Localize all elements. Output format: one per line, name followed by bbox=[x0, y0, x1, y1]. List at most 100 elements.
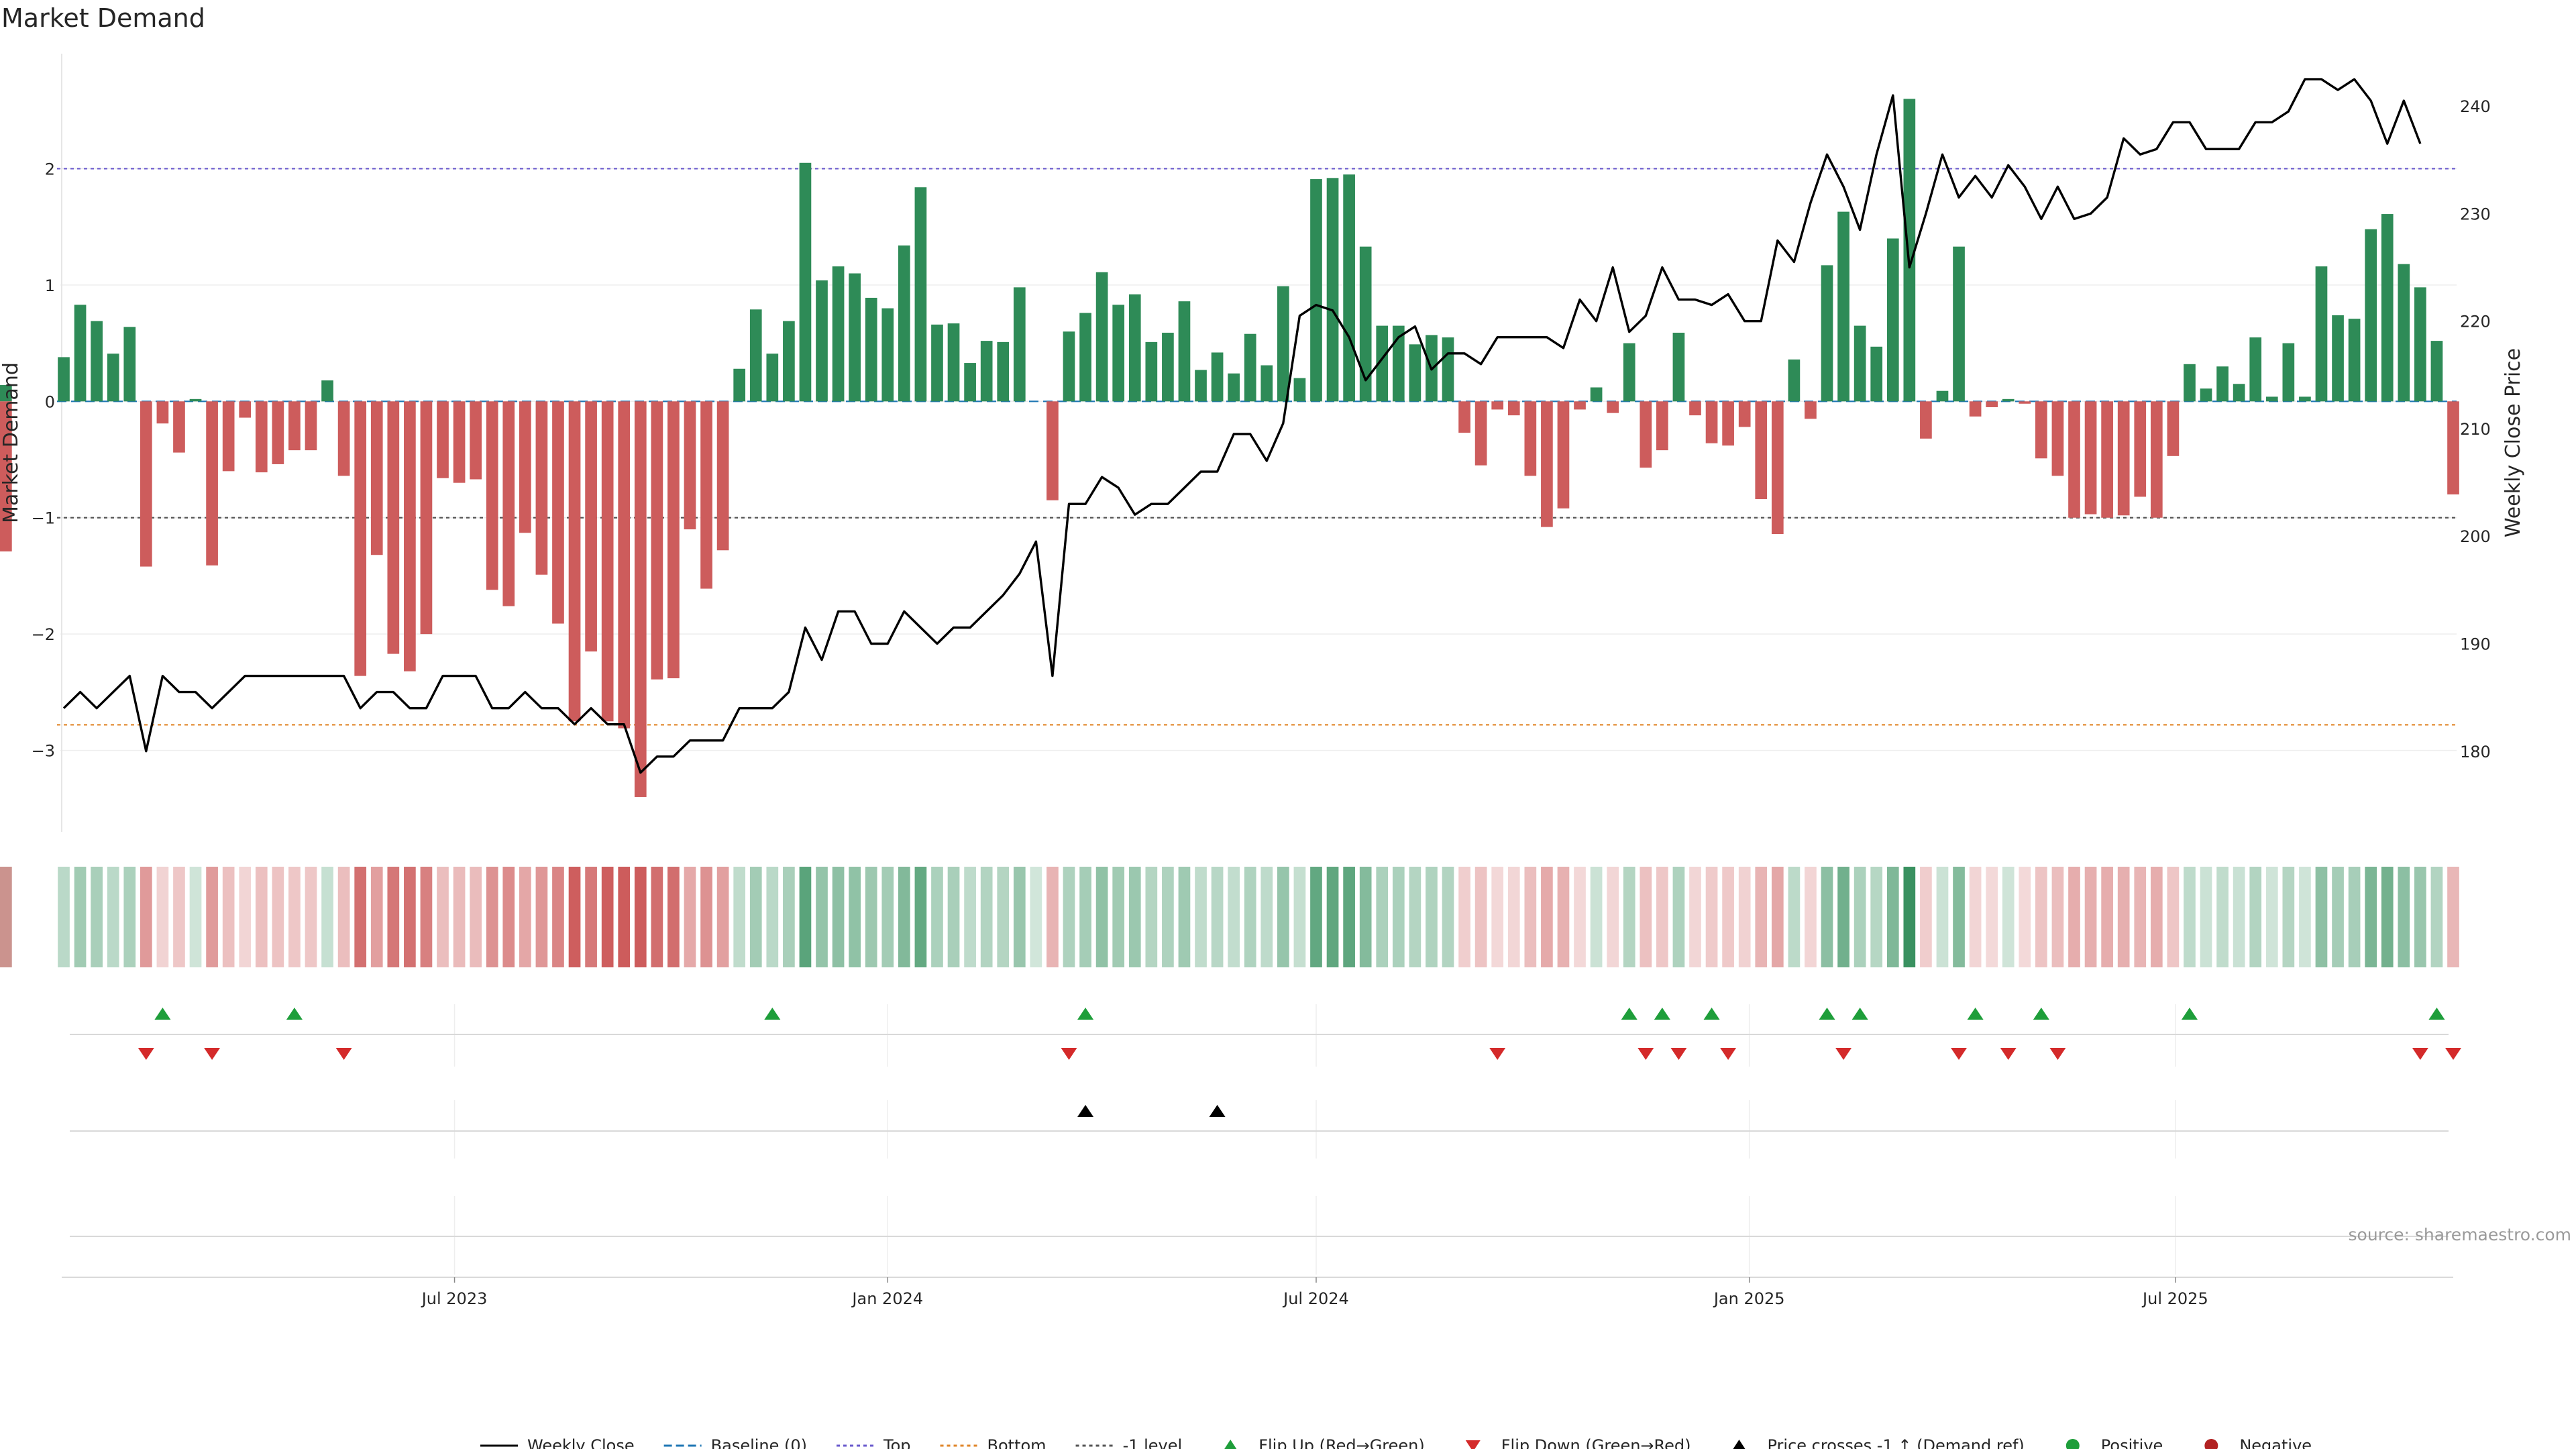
demand-bar bbox=[288, 401, 301, 451]
heat-cell bbox=[1607, 867, 1619, 967]
heat-cell bbox=[1986, 867, 1998, 967]
demand-bar bbox=[74, 305, 87, 402]
demand-bar bbox=[2233, 384, 2245, 402]
heat-cell bbox=[2002, 867, 2015, 967]
demand-bar bbox=[239, 401, 252, 418]
y-tick-label: −3 bbox=[32, 742, 55, 761]
heat-cell bbox=[585, 867, 597, 967]
demand-bar bbox=[2019, 401, 2031, 404]
flip-up-marker bbox=[764, 1008, 781, 1020]
heat-cell bbox=[914, 867, 927, 967]
demand-bar bbox=[1128, 294, 1141, 402]
heat-cell bbox=[337, 867, 350, 967]
demand-bar bbox=[1821, 265, 1833, 402]
heat-cell bbox=[1491, 867, 1504, 967]
x-tick-label: Jan 2025 bbox=[1713, 1289, 1785, 1308]
heat-cell bbox=[404, 867, 416, 967]
flip-down-marker bbox=[138, 1048, 154, 1060]
legend-item: -1 level bbox=[1075, 1436, 1182, 1449]
price-cross-marker bbox=[1077, 1105, 1094, 1117]
demand-bar bbox=[58, 357, 70, 402]
demand-bar bbox=[173, 401, 185, 453]
y2-tick-label: 220 bbox=[2460, 313, 2491, 331]
demand-bar bbox=[502, 401, 515, 606]
demand-bar bbox=[1392, 325, 1405, 402]
heat-cell bbox=[156, 867, 169, 967]
heat-cell bbox=[140, 867, 152, 967]
flip-up-marker bbox=[1621, 1008, 1638, 1020]
flip-down-marker bbox=[335, 1048, 352, 1060]
demand-bar bbox=[437, 401, 449, 478]
heat-cell bbox=[1145, 867, 1158, 967]
demand-bar bbox=[2101, 401, 2113, 518]
demand-bar bbox=[1623, 343, 1635, 402]
demand-bar bbox=[1277, 286, 1289, 402]
heat-cell bbox=[1458, 867, 1470, 967]
heat-cell bbox=[0, 867, 12, 967]
demand-bar bbox=[585, 401, 597, 652]
demand-bar bbox=[354, 401, 367, 676]
demand-bar bbox=[0, 401, 12, 552]
demand-bar bbox=[2265, 396, 2278, 402]
legend-item: Flip Up (Red→Green) bbox=[1224, 1436, 1425, 1449]
demand-bar bbox=[997, 341, 1010, 402]
demand-bar bbox=[568, 401, 581, 722]
heat-cell bbox=[1854, 867, 1866, 967]
demand-bar bbox=[1936, 390, 1949, 402]
flip-up-marker bbox=[1703, 1008, 1720, 1020]
legend-label: Negative bbox=[2239, 1436, 2312, 1449]
y-tick-label: 0 bbox=[45, 392, 55, 411]
heat-cell bbox=[239, 867, 252, 967]
heat-cell bbox=[1574, 867, 1586, 967]
demand-bar bbox=[1260, 365, 1273, 402]
demand-bar bbox=[2216, 366, 2229, 402]
heat-cell bbox=[437, 867, 449, 967]
heat-cell bbox=[1063, 867, 1075, 967]
heat-cell bbox=[58, 867, 70, 967]
heat-cell bbox=[1507, 867, 1520, 967]
heat-cell bbox=[1046, 867, 1059, 967]
demand-bar bbox=[947, 323, 960, 402]
heat-cell bbox=[1953, 867, 1965, 967]
heat-cell bbox=[453, 867, 466, 967]
heat-cell bbox=[272, 867, 284, 967]
demand-bar bbox=[1837, 211, 1849, 402]
demand-bar bbox=[1590, 387, 1603, 402]
heat-cell bbox=[1821, 867, 1833, 967]
flip-up-marker bbox=[1819, 1008, 1835, 1020]
demand-bar bbox=[370, 401, 383, 555]
heat-cell bbox=[766, 867, 779, 967]
heat-cell bbox=[1557, 867, 1570, 967]
heat-cell bbox=[783, 867, 795, 967]
demand-bar bbox=[1376, 325, 1389, 402]
demand-bar bbox=[305, 401, 317, 451]
heat-cell bbox=[288, 867, 301, 967]
heat-cell bbox=[618, 867, 631, 967]
x-tick-label: Jul 2025 bbox=[2141, 1289, 2208, 1308]
heat-cell bbox=[2299, 867, 2311, 967]
demand-bar bbox=[2381, 214, 2394, 402]
heat-cell bbox=[2315, 867, 2328, 967]
flip-up-marker bbox=[2428, 1008, 2445, 1020]
demand-bar bbox=[1738, 401, 1751, 427]
heat-cell bbox=[1260, 867, 1273, 967]
demand-bar bbox=[1607, 401, 1619, 413]
heat-cell bbox=[1195, 867, 1207, 967]
heat-cell bbox=[816, 867, 828, 967]
demand-bar bbox=[1145, 341, 1158, 402]
demand-bar bbox=[321, 380, 333, 402]
demand-bar bbox=[601, 401, 614, 722]
right-axis-ticks: 180 190 200 210 220 230 240 bbox=[2460, 97, 2491, 761]
demand-bar bbox=[1886, 238, 1899, 402]
heat-cell bbox=[1920, 867, 1932, 967]
heat-cell bbox=[107, 867, 119, 967]
main-grid bbox=[60, 54, 2457, 832]
flip-up-marker bbox=[1967, 1008, 1984, 1020]
heat-cell bbox=[799, 867, 812, 967]
demand-bar bbox=[156, 401, 169, 424]
left-axis-ticks: −3 −2 −1 0 1 2 bbox=[32, 160, 55, 760]
flip-up-marker bbox=[286, 1008, 303, 1020]
heat-cell bbox=[2348, 867, 2361, 967]
demand-bar bbox=[1310, 179, 1322, 402]
demand-bar bbox=[1507, 401, 1520, 416]
